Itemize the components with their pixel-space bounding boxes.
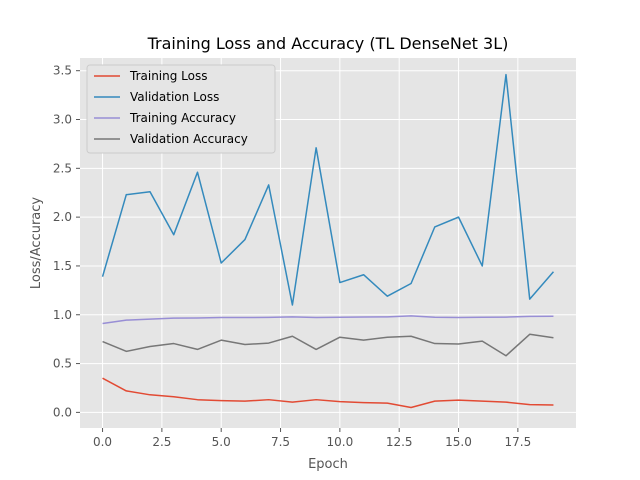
y-tick-label: 2.5 bbox=[53, 161, 72, 175]
x-tick-label: 10.0 bbox=[327, 435, 354, 449]
legend-box bbox=[86, 64, 276, 154]
series-lines bbox=[101, 73, 555, 409]
y-tick-label: 0.5 bbox=[53, 357, 72, 371]
x-tick-label: 12.5 bbox=[386, 435, 413, 449]
y-axis-label: Loss/Accuracy bbox=[29, 197, 44, 290]
training-loss-line bbox=[102, 377, 554, 409]
legend: Training Loss Validation Loss Training Acc… bbox=[86, 64, 276, 154]
x-tick-label: 2.5 bbox=[152, 435, 171, 449]
x-tick-label: 5.0 bbox=[212, 435, 231, 449]
y-axis-ticks: 0.0 0.5 1.0 1.5 2.0 2.5 3.0 3.5 bbox=[53, 64, 80, 419]
training-accuracy-line bbox=[102, 315, 554, 325]
y-tick-label: 2.0 bbox=[53, 210, 72, 224]
y-tick-label: 1.0 bbox=[53, 308, 72, 322]
chart-title: Training Loss and Accuracy (TL DenseNet … bbox=[147, 34, 509, 53]
training-accuracy-legend-label: Training Accuracy bbox=[129, 111, 236, 125]
training-loss-legend-label: Training Loss bbox=[129, 69, 207, 83]
y-tick-label: 3.5 bbox=[53, 64, 72, 78]
y-tick-label: 0.0 bbox=[53, 405, 72, 419]
y-tick-label: 3.0 bbox=[53, 113, 72, 127]
x-axis-label: Epoch bbox=[308, 457, 348, 472]
validation-accuracy-legend-label: Validation Accuracy bbox=[130, 132, 248, 146]
validation-accuracy-line bbox=[102, 333, 554, 357]
x-tick-label: 7.5 bbox=[271, 435, 290, 449]
x-axis-ticks: 0.0 2.5 5.0 7.5 10.0 12.5 15.0 17.5 bbox=[93, 428, 531, 449]
validation-loss-line bbox=[101, 73, 555, 306]
grid bbox=[80, 58, 576, 428]
y-tick-label: 1.5 bbox=[53, 259, 72, 273]
x-tick-label: 17.5 bbox=[504, 435, 531, 449]
x-tick-label: 0.0 bbox=[93, 435, 112, 449]
validation-loss-legend-label: Validation Loss bbox=[130, 90, 219, 104]
x-tick-label: 15.0 bbox=[445, 435, 472, 449]
